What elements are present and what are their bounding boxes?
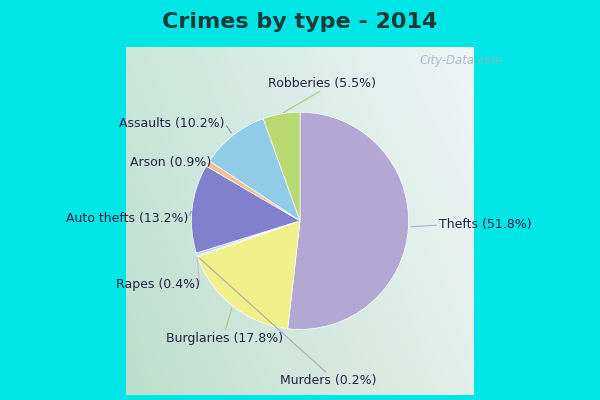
Wedge shape	[191, 166, 300, 253]
Text: Arson (0.9%): Arson (0.9%)	[130, 156, 211, 169]
Text: Murders (0.2%): Murders (0.2%)	[280, 374, 376, 387]
Text: Thefts (51.8%): Thefts (51.8%)	[439, 218, 532, 232]
Text: Assaults (10.2%): Assaults (10.2%)	[119, 117, 225, 130]
Text: Robberies (5.5%): Robberies (5.5%)	[268, 77, 376, 90]
Wedge shape	[197, 221, 300, 257]
Text: Auto thefts (13.2%): Auto thefts (13.2%)	[66, 212, 188, 224]
Wedge shape	[197, 221, 300, 329]
Wedge shape	[209, 119, 300, 221]
Text: Burglaries (17.8%): Burglaries (17.8%)	[166, 332, 283, 345]
Wedge shape	[288, 112, 409, 329]
Text: Rapes (0.4%): Rapes (0.4%)	[116, 278, 200, 291]
Wedge shape	[196, 221, 300, 256]
Wedge shape	[206, 161, 300, 221]
Text: Crimes by type - 2014: Crimes by type - 2014	[163, 12, 437, 32]
Wedge shape	[263, 112, 300, 221]
Text: City-Data.com: City-Data.com	[419, 54, 503, 67]
